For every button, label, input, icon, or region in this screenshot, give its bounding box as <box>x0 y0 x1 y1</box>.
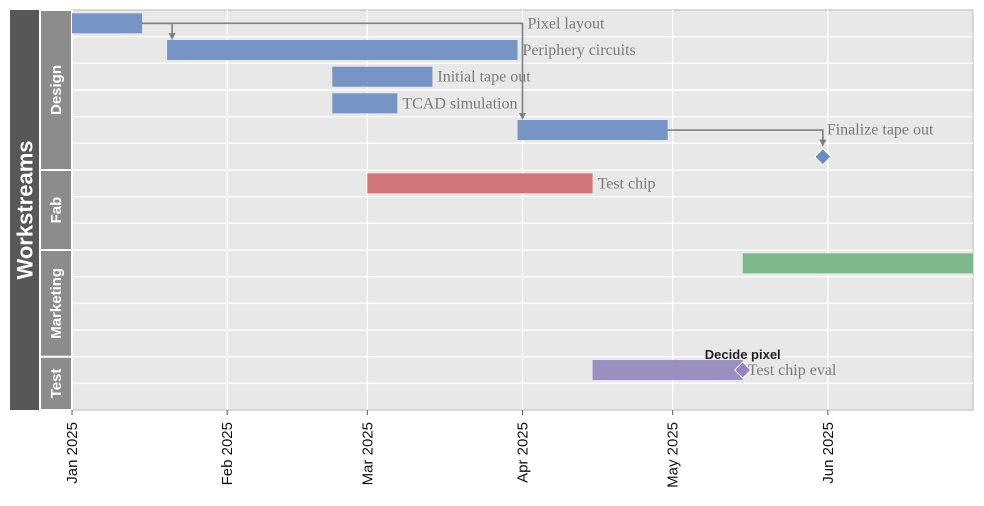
group-strip-marketing <box>41 251 71 356</box>
group-strip-test <box>41 357 71 410</box>
dependency-arrow-periphery-circuits <box>142 22 524 115</box>
dependency-arrowhead-periphery-circuits <box>519 113 526 121</box>
x-tick-label: Feb 2025 <box>219 422 236 485</box>
milestone-decide-pixel[interactable] <box>734 361 752 379</box>
task-label-test-chip-eval: Test chip eval <box>748 362 837 379</box>
group-strip-fab <box>41 171 71 250</box>
task-bar-marketing-row-0[interactable] <box>742 253 973 274</box>
x-tick-label: Jun 2025 <box>820 422 837 484</box>
task-bar-test-chip[interactable] <box>367 173 593 194</box>
task-label-test-chip: Test chip <box>598 175 656 192</box>
dependency-arrow-finalize-tape-out <box>667 129 824 141</box>
x-tick-label: Mar 2025 <box>359 422 376 485</box>
y-axis-title: Workstreams <box>13 141 38 280</box>
x-tick-label: May 2025 <box>665 422 682 488</box>
dependency-arrowhead-finalize-tape-out <box>819 139 827 147</box>
task-bar-test-chip-eval[interactable] <box>592 360 743 381</box>
task-label-initial-tape-out: Initial tape out <box>437 69 531 86</box>
group-label-fab: Fab <box>48 197 65 224</box>
task-bar-design-row-4[interactable] <box>517 120 668 141</box>
milestone-label-decide-pixel: Decide pixel <box>705 347 781 362</box>
milestone-finalize-tape-out[interactable] <box>814 147 832 166</box>
x-tick-label: Jan 2025 <box>64 422 81 484</box>
task-label-periphery-circuits: Periphery circuits <box>522 42 635 59</box>
group-label-marketing: Marketing <box>48 268 65 339</box>
task-bar-tcad-simulation[interactable] <box>332 93 398 114</box>
group-label-design: Design <box>48 65 65 115</box>
task-bar-initial-tape-out[interactable] <box>332 66 433 87</box>
milestone-label-finalize-tape-out: Finalize tape out <box>827 122 934 139</box>
group-label-test: Test <box>48 369 65 399</box>
task-bar-periphery-circuits[interactable] <box>167 40 518 61</box>
task-label-pixel-layout: Pixel layout <box>528 15 605 32</box>
x-tick-label: Apr 2025 <box>515 422 532 483</box>
group-strip-design <box>41 11 71 170</box>
task-label-tcad-simulation: TCAD simulation <box>402 95 517 112</box>
outer-strip <box>10 10 39 410</box>
dependency-arrowhead-pixel-layout <box>168 33 176 41</box>
task-bar-design-row-0[interactable] <box>72 13 143 34</box>
